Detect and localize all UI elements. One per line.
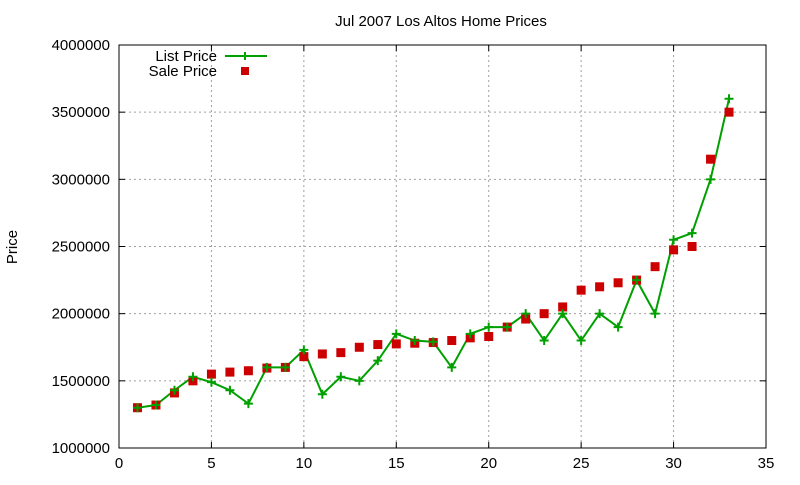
legend-marker-list-price [241,52,249,60]
list-price-point [576,336,586,346]
sale-price-point [206,369,216,379]
sale-price-point [650,262,660,272]
y-tick-label: 3500000 [52,104,110,121]
list-price-point [669,235,679,245]
list-price-point [521,309,531,319]
x-tick-label: 10 [296,455,313,472]
sale-price-point [243,366,253,376]
list-price-point [317,389,327,399]
list-price-point [151,400,161,410]
sale-price-point [539,309,549,319]
sale-price-point [391,339,401,349]
list-price-point [299,345,309,355]
list-price-point [558,309,568,319]
y-tick-label: 1000000 [52,440,110,457]
sale-price-point [558,302,568,312]
sale-price-point [669,245,679,255]
y-tick-label: 2000000 [52,306,110,323]
list-price-point [502,322,512,332]
legend-label-list-price: List Price [155,48,217,65]
list-price-point [539,336,549,346]
list-price-point [484,322,494,332]
list-price-point [132,403,142,413]
legend-label-sale-price: Sale Price [149,63,217,80]
plot-frame [118,44,767,449]
list-price-point [724,94,734,104]
list-price-point [262,362,272,372]
list-price-point [613,322,623,332]
sale-price-point [613,278,623,288]
list-price-point [410,336,420,346]
y-tick-label: 4000000 [52,37,110,54]
x-tick-label: 15 [388,455,405,472]
sale-price-point [724,107,734,117]
list-price-point [428,337,438,347]
list-price-point [188,372,198,382]
sale-price-point [299,352,309,362]
y-tick-label: 2500000 [52,239,110,256]
sale-price-point [317,349,327,359]
list-price-point [650,309,660,319]
list-price-point [391,329,401,339]
x-tick-label: 5 [207,455,215,472]
list-price-point [243,399,253,409]
sale-price-point [576,285,586,295]
sale-price-point [354,342,364,352]
chart-title: Jul 2007 Los Altos Home Prices [335,13,547,30]
y-axis-label: Price [4,230,21,264]
list-price-point [595,309,605,319]
x-tick-label: 35 [758,455,775,472]
list-price-point [706,174,716,184]
list-price-point [354,376,364,386]
list-price-point [465,329,475,339]
list-price-point [632,275,642,285]
y-tick-label: 3000000 [52,171,110,188]
x-tick-label: 0 [115,455,123,472]
list-price-point [373,356,383,366]
sale-price-point [225,367,235,377]
sale-price-point [706,154,716,164]
x-tick-label: 20 [480,455,497,472]
list-price-point [280,362,290,372]
list-price-point [447,362,457,372]
x-tick-label: 30 [665,455,682,472]
list-price-line [137,98,731,409]
legend: List Price Sale Price [149,48,267,80]
list-price-point [169,385,179,395]
y-tick-label: 1500000 [52,373,110,390]
list-price-point [225,385,235,395]
list-price-point [687,228,697,238]
sale-price-point [521,314,531,324]
sale-price-point [595,282,605,292]
x-tick-label: 25 [573,455,590,472]
sale-price-point [484,332,494,342]
sale-price-point [687,242,697,251]
list-price-point [336,372,346,382]
sale-price-point [447,336,457,346]
sale-price-point [373,340,383,350]
list-price-point [206,377,216,387]
legend-marker-sale-price [241,67,249,75]
sale-price-point [336,348,346,358]
